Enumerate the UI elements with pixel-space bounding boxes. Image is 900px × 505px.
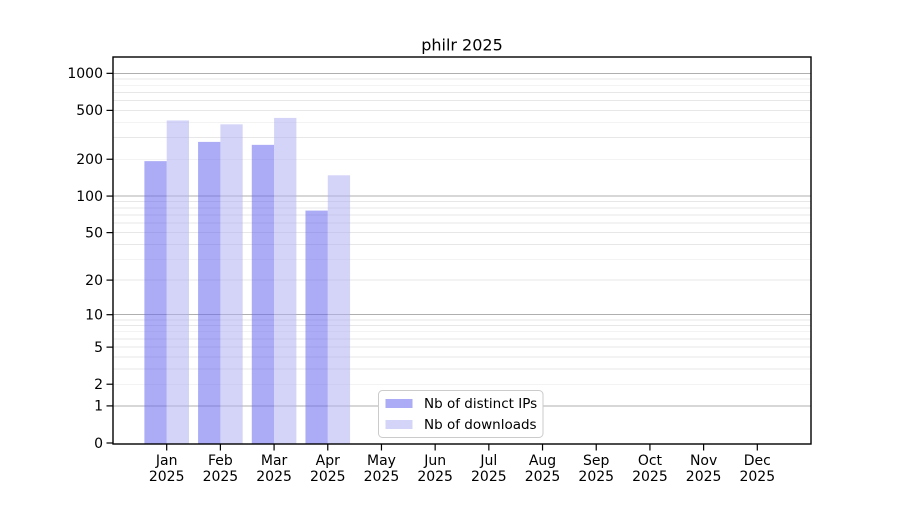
legend-label: Nb of distinct IPs <box>424 396 537 412</box>
bar-jan-series0 <box>144 161 167 444</box>
x-axis-month-label: Jan <box>155 453 178 469</box>
x-axis-year-label: 2025 <box>364 469 400 485</box>
x-axis-month-label: Sep <box>583 453 610 469</box>
bar-apr-series0 <box>305 210 328 444</box>
x-axis-year-label: 2025 <box>417 469 453 485</box>
x-axis-month-label: Feb <box>208 453 233 469</box>
x-axis-year-label: 2025 <box>149 469 185 485</box>
x-axis-month-label: Oct <box>638 453 663 469</box>
chart-title: philr 2025 <box>421 36 503 55</box>
x-axis-month-label: Jul <box>479 453 497 469</box>
y-axis-tick-label: 200 <box>76 152 103 168</box>
legend-box <box>378 390 544 438</box>
x-axis-year-label: 2025 <box>578 469 614 485</box>
x-axis-year-label: 2025 <box>632 469 668 485</box>
y-axis-tick-label: 1000 <box>67 66 103 82</box>
bar-feb-series1 <box>220 124 243 444</box>
y-axis-tick-label: 500 <box>76 103 103 119</box>
x-axis-year-label: 2025 <box>310 469 346 485</box>
plot-frame <box>112 56 812 445</box>
x-axis-year-label: 2025 <box>686 469 722 485</box>
x-axis-year-label: 2025 <box>256 469 292 485</box>
bars-layer <box>144 117 351 445</box>
y-axis-tick-label: 100 <box>76 189 103 205</box>
y-axis-tick-label: 50 <box>85 225 103 241</box>
x-axis-year-label: 2025 <box>471 469 507 485</box>
x-axis-year-label: 2025 <box>525 469 561 485</box>
x-axis-year-label: 2025 <box>203 469 239 485</box>
x-axis-month-label: Aug <box>529 453 556 469</box>
x-axis-month-label: Jun <box>423 453 446 469</box>
x-axis-year-label: 2025 <box>739 469 775 485</box>
bar-feb-series0 <box>198 141 221 444</box>
x-axis-month-label: Mar <box>261 453 288 469</box>
y-axis-tick-label: 1 <box>94 399 103 415</box>
legend: Nb of distinct IPs Nb of downloads <box>378 390 544 438</box>
x-axis-month-label: Nov <box>690 453 717 469</box>
y-axis-tick-label: 10 <box>85 308 103 324</box>
x-axis-month-label: Apr <box>316 453 340 469</box>
x-axis-month-label: May <box>367 453 396 469</box>
y-axis-tick-label: 2 <box>94 377 103 393</box>
legend-swatch <box>385 420 413 429</box>
x-axis-month-label: Dec <box>744 453 771 469</box>
bar-mar-series0 <box>251 144 275 444</box>
legend-label: Nb of downloads <box>424 417 537 433</box>
bar-jan-series1 <box>166 120 189 444</box>
legend-swatch <box>385 399 413 408</box>
y-axis-tick-label: 5 <box>94 340 103 356</box>
bar-apr-series1 <box>327 175 351 444</box>
bar-mar-series1 <box>274 117 297 445</box>
y-axis-tick-label: 0 <box>94 436 103 452</box>
axes-layer: 01251020501002005001000Jan2025Feb2025Mar… <box>67 66 775 485</box>
y-axis-tick-label: 20 <box>85 273 103 289</box>
